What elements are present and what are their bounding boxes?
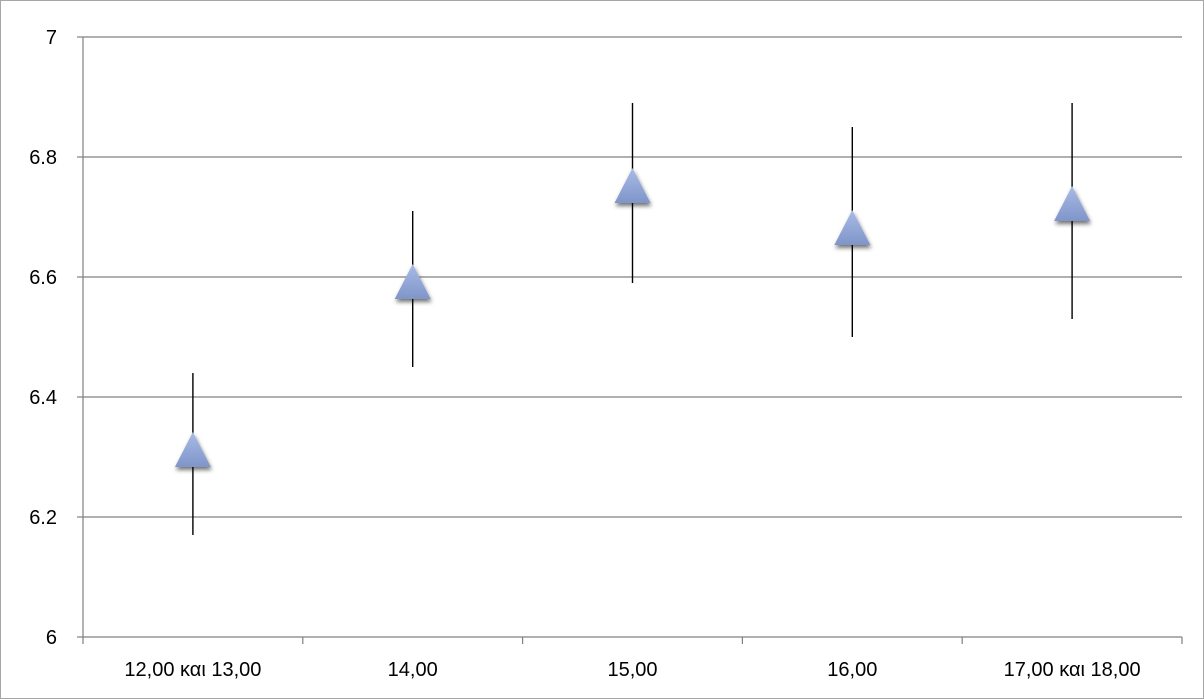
data-point-triangle (174, 432, 211, 467)
y-tick-label: 6.8 (29, 147, 57, 169)
x-tick-label: 16,00 (827, 659, 877, 681)
x-tick-label: 15,00 (607, 659, 657, 681)
gridlines (83, 36, 1182, 518)
error-bars (192, 103, 1073, 535)
x-tick-label: 12,00 και 13,00 (124, 659, 261, 681)
x-tick-label: 14,00 (388, 659, 438, 681)
x-tick-labels: 12,00 και 13,00 14,00 15,00 16,00 17,00 και … (124, 659, 1140, 681)
data-point-triangle (1054, 186, 1091, 221)
y-tick-label: 6.2 (29, 507, 57, 529)
data-point-triangle (614, 168, 651, 203)
data-points (174, 168, 1091, 467)
y-tick-label: 6.4 (29, 387, 57, 409)
y-tick-label: 7 (46, 27, 57, 49)
data-point-triangle (394, 264, 431, 299)
axes (77, 36, 1183, 644)
x-tick-label: 17,00 και 18,00 (1004, 659, 1141, 681)
y-tick-label: 6 (46, 627, 57, 649)
data-point-triangle (834, 210, 871, 245)
y-tick-labels: 6 6.2 6.4 6.6 6.8 7 (29, 27, 57, 649)
y-tick-label: 6.6 (29, 267, 57, 289)
